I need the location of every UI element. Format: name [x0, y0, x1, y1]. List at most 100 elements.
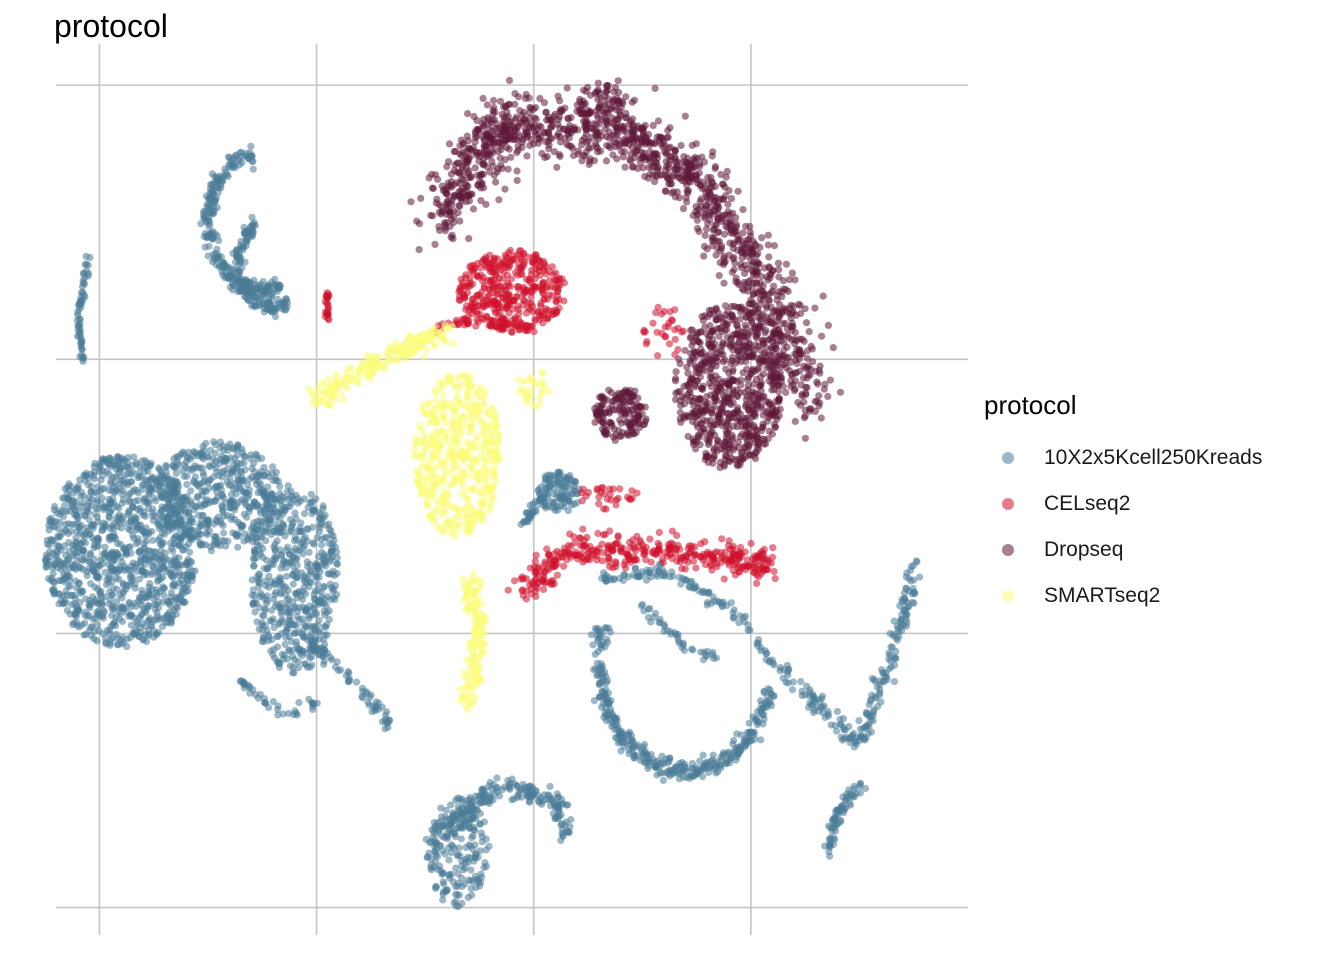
- data-point: [242, 289, 250, 297]
- data-point: [563, 801, 571, 809]
- data-point: [833, 727, 841, 735]
- data-point: [643, 338, 651, 346]
- data-point: [703, 601, 711, 609]
- data-point: [247, 142, 255, 150]
- data-point: [153, 609, 161, 617]
- data-point: [488, 276, 496, 284]
- data-point: [282, 564, 290, 572]
- data-point: [224, 153, 233, 161]
- data-point: [127, 621, 135, 629]
- data-point: [533, 502, 542, 510]
- data-point: [596, 679, 604, 688]
- data-point: [172, 497, 180, 505]
- data-point: [52, 554, 60, 562]
- data-point: [105, 486, 113, 494]
- data-point: [640, 328, 648, 336]
- data-point: [251, 548, 259, 557]
- data-point: [710, 549, 719, 557]
- data-point: [206, 476, 214, 484]
- data-point: [719, 749, 728, 757]
- data-point: [79, 288, 87, 296]
- data-point: [56, 518, 64, 527]
- data-point: [485, 782, 493, 790]
- data-point: [877, 698, 885, 706]
- data-point: [840, 809, 848, 817]
- data-point: [543, 564, 552, 572]
- data-point: [294, 658, 302, 666]
- data-point: [315, 635, 323, 643]
- data-point: [126, 490, 134, 498]
- data-point: [79, 587, 87, 595]
- data-point: [864, 729, 872, 738]
- data-point: [809, 700, 817, 708]
- data-point: [825, 822, 833, 830]
- data-point: [594, 671, 602, 679]
- data-point: [456, 296, 464, 304]
- data-point: [744, 626, 752, 634]
- data-point: [181, 598, 189, 606]
- data-point: [85, 601, 93, 610]
- data-point: [168, 478, 176, 486]
- data-point: [770, 567, 778, 576]
- data-point: [560, 544, 569, 552]
- data-point: [881, 673, 889, 681]
- data-point: [275, 284, 283, 292]
- data-point: [135, 521, 143, 530]
- data-point: [65, 486, 74, 494]
- data-point: [827, 721, 835, 729]
- data-point: [174, 485, 182, 493]
- data-point: [243, 237, 251, 245]
- data-point: [560, 503, 568, 511]
- data-point: [164, 499, 172, 508]
- data-point: [203, 452, 212, 460]
- data-point: [477, 878, 485, 887]
- data-point: [441, 850, 449, 858]
- data-point: [532, 567, 540, 576]
- data-point: [127, 572, 135, 580]
- data-point: [149, 536, 157, 545]
- data-point: [445, 856, 453, 864]
- data-point: [271, 540, 279, 548]
- data-point: [334, 666, 342, 675]
- data-point: [546, 782, 554, 791]
- data-point: [307, 490, 315, 498]
- data-point: [309, 702, 317, 710]
- data-point: [510, 577, 519, 585]
- data-point: [172, 557, 180, 565]
- data-point: [314, 562, 322, 570]
- data-point: [831, 815, 839, 823]
- data-point: [85, 627, 93, 635]
- data-point: [485, 292, 493, 300]
- data-point: [747, 728, 755, 737]
- data-point: [114, 517, 122, 525]
- data-point: [260, 564, 268, 573]
- data-point: [288, 570, 297, 579]
- data-point: [506, 301, 514, 309]
- data-point: [284, 620, 293, 628]
- data-point: [196, 500, 204, 509]
- data-point: [298, 615, 306, 623]
- data-point: [272, 468, 280, 476]
- data-point: [699, 587, 707, 595]
- data-point: [167, 593, 175, 601]
- data-point: [891, 654, 899, 662]
- data-point: [589, 641, 597, 649]
- data-point: [674, 637, 683, 645]
- data-point: [327, 531, 335, 539]
- data-point: [243, 513, 251, 521]
- data-point: [824, 712, 833, 720]
- data-point: [855, 717, 863, 725]
- data-point: [671, 306, 679, 314]
- data-point: [248, 232, 256, 240]
- data-point: [269, 698, 277, 706]
- data-point: [71, 610, 79, 618]
- data-point: [87, 488, 95, 496]
- data-point: [262, 537, 270, 545]
- data-point: [274, 295, 282, 303]
- data-point: [263, 556, 271, 564]
- data-point: [260, 493, 269, 501]
- data-point: [262, 526, 271, 534]
- data-point: [264, 502, 272, 510]
- data-point: [255, 570, 263, 578]
- data-point: [299, 633, 307, 641]
